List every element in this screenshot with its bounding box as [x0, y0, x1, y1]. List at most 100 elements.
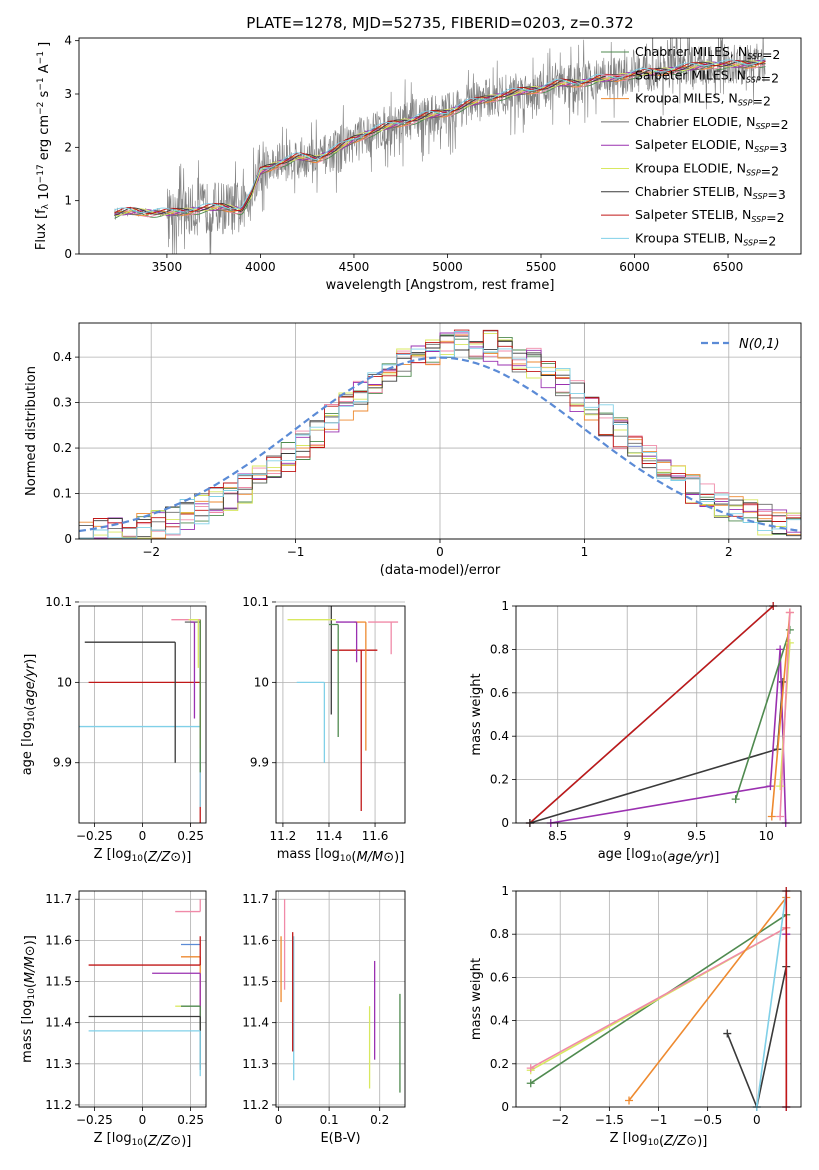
- axes-age_vs_mass: 11.2 11.4 11.6 9.9 10 10.1 mass [log10(M/M⊙)]: [242, 595, 405, 865]
- weight-line-kroupa_stelib: [756, 890, 788, 1108]
- tick-label-y: 1: [501, 599, 509, 613]
- legend-label: Salpeter STELIB, NSSP=2: [635, 207, 785, 225]
- tick-label-y: 11.7: [45, 892, 72, 906]
- tick-label-x: 9.5: [687, 829, 706, 843]
- tick-label-y: 10: [254, 675, 269, 689]
- tick-label-x: 0: [275, 1113, 283, 1127]
- axes-mass_vs_Z: −0.25 0 0.25 11.2 11.3 11.4 11.5 11.6 11.7 Z [log…: [20, 891, 206, 1149]
- tick-label-x: −2: [551, 1113, 569, 1127]
- tick-label-y: 10.1: [45, 595, 72, 609]
- tick-label-y: 9.9: [53, 756, 72, 770]
- tick-label-y: 0.4: [53, 350, 72, 364]
- axes-frame-spectrum: [78, 37, 802, 255]
- axes-frame-residuals: [78, 322, 802, 540]
- tick-label-x: 10: [759, 829, 774, 843]
- weight-marker-kroupa_elodie: [776, 782, 785, 791]
- histogram-kroupa_stelib: [79, 331, 801, 539]
- tick-label-x: −0.25: [76, 829, 113, 843]
- tick-label-x: −0.25: [76, 1113, 113, 1127]
- tick-label-y: 0.2: [490, 1057, 509, 1071]
- weight-line-salpeter_miles: [530, 926, 787, 1069]
- tick-label-y: 9.9: [250, 756, 269, 770]
- tick-label-y: 0.8: [490, 927, 509, 941]
- figure-title: PLATE=1278, MJD=52735, FIBERID=0203, z=0…: [246, 14, 633, 32]
- tick-label-y: 0.8: [490, 642, 509, 656]
- tick-label-x: 0.2: [370, 1113, 389, 1127]
- legend-label: Kroupa STELIB, NSSP=2: [635, 230, 776, 248]
- legend-label: Chabrier STELIB, NSSP=3: [635, 184, 786, 202]
- axes-spectrum: 3500 4000 4500 5000 5500 6000 6500 0 1 2 3 4 wavelen…: [34, 34, 743, 293]
- model-line-salpeter_elodie: [114, 59, 766, 216]
- weight-marker-salpeter_elodie: [766, 782, 775, 791]
- legend-label: Kroupa MILES, NSSP=2: [635, 91, 771, 109]
- x-axis-label: Z [log10(Z/Z⊙)]: [610, 1131, 708, 1149]
- axes-age_vs_Z: −0.25 0 0.25 9.9 10 10.1 Z [log10(Z/Z⊙)] age [l…: [20, 595, 206, 865]
- tick-label-x: −1.5: [595, 1113, 624, 1127]
- x-axis-label: Z [log10(Z/Z⊙)]: [94, 1131, 192, 1149]
- axes-frame-mass_vs_ebv: [275, 890, 406, 1108]
- legend-label: Chabrier ELODIE, NSSP=2: [635, 114, 789, 132]
- tick-label-x: 0: [139, 829, 147, 843]
- weight-marker-chabrier_miles: [731, 795, 740, 804]
- y-axis-label: mass weight: [469, 673, 484, 755]
- axes-frame-weight_vs_age: [515, 605, 802, 824]
- tick-label-x: 0.25: [177, 1113, 204, 1127]
- tick-label-y: 0.1: [53, 487, 72, 501]
- weight-marker-salpeter_elodie: [776, 645, 785, 654]
- model-line-salpeter_stelib: [114, 59, 766, 214]
- tick-label-y: 2: [64, 140, 72, 154]
- tick-label-x: 3500: [152, 260, 183, 274]
- tick-label-x: 0: [753, 1113, 761, 1127]
- tick-label-x: 1: [581, 545, 589, 559]
- axes-frame-mass_vs_Z: [78, 890, 207, 1108]
- tick-label-x: −0.5: [693, 1113, 722, 1127]
- tick-label-y: 11.4: [242, 1016, 269, 1030]
- tick-label-y: 0: [501, 1100, 509, 1114]
- legend-label: Chabrier MILES, NSSP=2: [635, 44, 780, 62]
- tick-label-y: 0.3: [53, 396, 72, 410]
- legend-label: Kroupa ELODIE, NSSP=2: [635, 161, 779, 179]
- tick-label-y: 1: [501, 884, 509, 898]
- tick-label-x: −1: [650, 1113, 668, 1127]
- tick-label-y: 0.4: [490, 729, 509, 743]
- legend-label: Salpeter MILES, NSSP=2: [635, 67, 779, 85]
- tick-label-x: 11.6: [362, 829, 389, 843]
- axes-weight_vs_age: 8.5 9 9.5 10 0 0.2 0.4 0.6 0.8 1 age [log10(age/yr…: [469, 599, 801, 865]
- tick-label-x: 2: [725, 545, 733, 559]
- tick-label-y: 11.2: [242, 1098, 269, 1112]
- tick-label-y: 0.6: [490, 970, 509, 984]
- weight-marker-kroupa_elodie: [785, 638, 794, 647]
- x-axis-label: wavelength [Angstrom, rest frame]: [326, 278, 555, 293]
- tick-label-y: 4: [64, 34, 72, 48]
- histogram-salpeter_miles: [79, 335, 801, 539]
- tick-label-x: 5500: [526, 260, 557, 274]
- tick-label-x: 4000: [245, 260, 276, 274]
- x-axis-label: (data-model)/error: [380, 563, 501, 578]
- tick-label-y: 10.1: [242, 595, 269, 609]
- y-axis-label: Normed distribution: [24, 366, 39, 496]
- tick-label-y: 0.2: [53, 441, 72, 455]
- tick-label-y: 11.7: [242, 892, 269, 906]
- weight-line-salpeter_miles: [779, 612, 791, 817]
- weight-marker-salpeter_miles: [785, 608, 794, 617]
- model-line-kroupa_stelib: [114, 57, 766, 214]
- tick-label-y: 11.3: [45, 1057, 72, 1071]
- legend-label: N(0,1): [739, 337, 780, 352]
- model-line-chabrier_elodie: [114, 59, 766, 216]
- tick-label-x: 0: [139, 1113, 147, 1127]
- tick-label-y: 11.5: [242, 975, 269, 989]
- weight-marker-salpeter_miles: [776, 812, 785, 821]
- tick-label-y: 0.2: [490, 773, 509, 787]
- tick-label-x: 0.25: [177, 829, 204, 843]
- legend-label: Salpeter ELODIE, NSSP=3: [635, 137, 787, 155]
- weight-marker-chabrier_miles: [526, 1079, 535, 1088]
- tick-label-x: 4500: [339, 260, 370, 274]
- weight-line-chabrier_stelib: [529, 681, 784, 824]
- y-axis-label: mass [log10(M/M⊙)]: [20, 935, 38, 1063]
- tick-label-x: 6000: [619, 260, 650, 274]
- tick-label-x: −2: [142, 545, 160, 559]
- axes-frame-age_vs_Z: [78, 605, 207, 824]
- axes-frame-age_vs_mass: [275, 605, 406, 824]
- x-axis-label: mass [log10(M/M⊙)]: [277, 847, 405, 865]
- model-line-chabrier_stelib: [114, 60, 766, 216]
